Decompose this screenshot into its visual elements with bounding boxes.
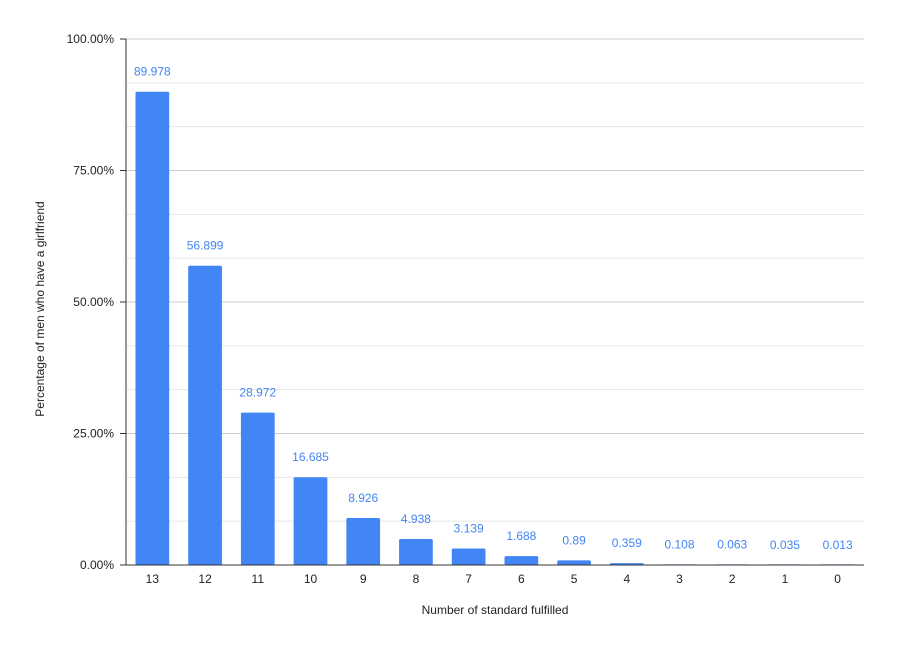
- y-tick-label: 100.00%: [67, 32, 115, 46]
- data-label: 89.978: [134, 65, 171, 79]
- data-label: 0.013: [823, 538, 853, 552]
- y-tick-label: 50.00%: [73, 295, 114, 309]
- data-labels: 89.978 56.899 28.972 16.685 8.926 4.938 3.139 1…: [134, 65, 853, 552]
- bar: [504, 556, 539, 565]
- x-tick-label: 1: [782, 572, 789, 586]
- x-tick-label: 6: [518, 572, 525, 586]
- y-axis-title: Percentage of men who have a girlfriend: [33, 201, 47, 416]
- axes: 0.00%25.00%50.00%75.00%100.00%13 12 11 10 9 8…: [67, 32, 864, 586]
- data-label: 0.359: [612, 536, 642, 550]
- x-tick-label: 9: [360, 572, 367, 586]
- data-label: 56.899: [187, 239, 224, 253]
- data-label: 3.139: [454, 521, 484, 535]
- data-label: 28.972: [239, 386, 276, 400]
- bars: [135, 91, 855, 565]
- x-tick-label: 13: [146, 572, 160, 586]
- bar: [399, 539, 433, 565]
- bar: [346, 518, 381, 565]
- bar: [557, 560, 591, 565]
- x-axis-title: Number of standard fulfilled: [422, 603, 569, 617]
- y-tick-label: 75.00%: [73, 164, 114, 178]
- data-label: 8.926: [348, 491, 378, 505]
- data-label: 0.89: [562, 533, 586, 547]
- x-tick-label: 5: [571, 572, 578, 586]
- y-tick-label: 25.00%: [73, 427, 114, 441]
- x-tick-label: 2: [729, 572, 736, 586]
- x-tick-label: 10: [304, 572, 318, 586]
- x-tick-label: 7: [465, 572, 472, 586]
- bar: [135, 91, 170, 565]
- data-label: 4.938: [401, 512, 431, 526]
- x-tick-label: 3: [676, 572, 683, 586]
- gridlines: [126, 38, 864, 522]
- x-tick-label: 4: [623, 572, 630, 586]
- y-tick-label: 0.00%: [80, 558, 114, 572]
- x-tick-label: 8: [413, 572, 420, 586]
- data-label: 0.063: [717, 538, 747, 552]
- data-label: 16.685: [292, 450, 329, 464]
- x-tick-label: 11: [252, 572, 265, 586]
- data-label: 1.688: [506, 529, 536, 543]
- bar: [240, 412, 275, 565]
- data-label: 0.108: [664, 537, 694, 551]
- x-tick-label: 0: [834, 572, 841, 586]
- x-tick-label: 12: [198, 572, 212, 586]
- data-label: 0.035: [770, 538, 800, 552]
- bar: [293, 477, 328, 565]
- bar: [451, 548, 486, 565]
- bar: [188, 265, 222, 565]
